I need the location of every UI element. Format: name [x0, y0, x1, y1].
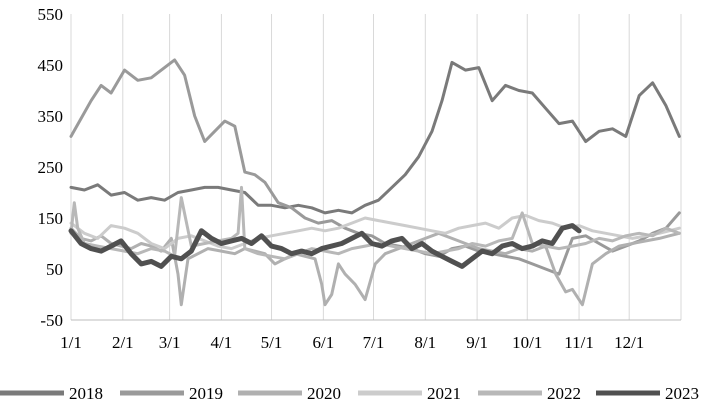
x-axis-ticks: 1/1 2/1 3/1 4/1 5/1 6/1 7/1 8/1 9/1 10/1 11/1 12/1: [60, 333, 644, 352]
x-tick-label: 10/1: [512, 333, 542, 352]
y-tick-label: 450: [38, 56, 64, 75]
series-line-2020: [69, 226, 681, 307]
legend-label-2020: 2020: [307, 384, 341, 403]
legend: 2018 2019 2020 2021 2022 2023: [0, 384, 699, 403]
y-tick-label: 250: [38, 158, 64, 177]
y-tick-label: 150: [38, 209, 64, 228]
legend-label-2023: 2023: [665, 384, 699, 403]
x-tick-label: 9/1: [466, 333, 488, 352]
legend-label-2018: 2018: [69, 384, 103, 403]
x-tick-label: 11/1: [564, 333, 594, 352]
x-tick-label: 3/1: [159, 333, 181, 352]
x-tick-label: 8/1: [414, 333, 436, 352]
series-line-2021: [69, 213, 681, 251]
x-tick-label: 6/1: [312, 333, 334, 352]
y-tick-label: -50: [40, 311, 63, 330]
series-line-2022: [69, 185, 681, 261]
legend-label-2019: 2019: [189, 384, 223, 403]
y-axis-ticks: 550 450 350 250 150 50 -50: [38, 5, 64, 330]
legend-label-2022: 2022: [547, 384, 581, 403]
x-tick-label: 1/1: [60, 333, 82, 352]
x-tick-label: 5/1: [261, 333, 283, 352]
series-line-2023: [68, 223, 582, 269]
y-tick-label: 550: [38, 5, 64, 24]
x-tick-label: 2/1: [112, 333, 134, 352]
legend-label-2021: 2021: [427, 384, 461, 403]
y-tick-label: 350: [38, 107, 64, 126]
x-tick-label: 4/1: [211, 333, 233, 352]
x-tick-label: 7/1: [363, 333, 385, 352]
series-line-2018: [69, 60, 681, 215]
y-tick-label: 50: [46, 260, 63, 279]
series-line-2019: [69, 58, 681, 276]
series-lines: [68, 58, 681, 307]
x-tick-label: 12/1: [614, 333, 644, 352]
